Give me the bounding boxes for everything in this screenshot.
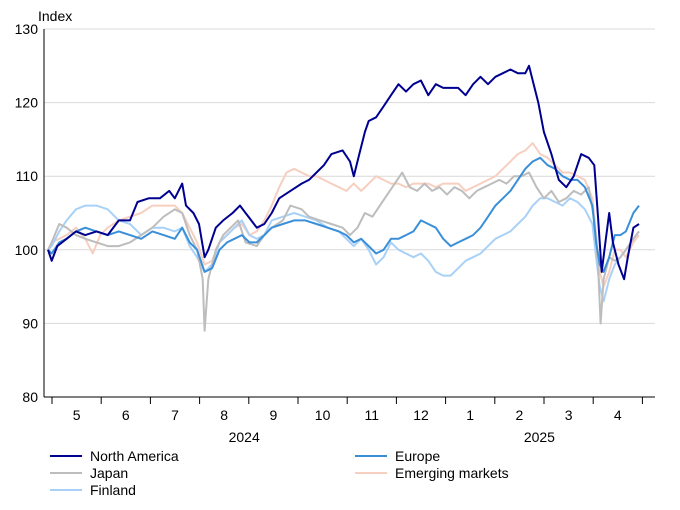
legend-swatch	[355, 472, 387, 474]
x-tick-label: 6	[122, 407, 130, 423]
x-tick-label: 2	[516, 407, 524, 423]
y-tick-label: 130	[15, 21, 39, 37]
y-axis-title: Index	[38, 8, 72, 24]
year-label: 2025	[524, 429, 555, 445]
x-tick-label: 10	[315, 407, 331, 423]
y-tick-label: 100	[15, 242, 39, 258]
legend-swatch	[50, 472, 82, 474]
legend-swatch	[50, 455, 82, 457]
legend-swatch	[355, 455, 387, 457]
series-line-emerging-markets	[47, 142, 640, 288]
legend-item-north-america: North America	[50, 448, 179, 464]
series-line-europe	[47, 156, 640, 273]
legend-label: Japan	[90, 465, 129, 481]
series-line-finland	[47, 197, 640, 303]
legend-item-europe: Europe	[355, 448, 440, 464]
series-line-north-america	[47, 64, 640, 281]
legend-label: Emerging markets	[395, 465, 509, 481]
legend-label: Europe	[395, 448, 441, 464]
x-tick-label: 7	[171, 407, 179, 423]
y-tick-label: 90	[22, 315, 38, 331]
x-tick-label: 12	[413, 407, 429, 423]
x-tick-label: 5	[73, 407, 81, 423]
axes	[43, 29, 655, 404]
legend-item-japan: Japan	[50, 465, 128, 481]
x-tick-label: 11	[365, 407, 380, 423]
x-tick-label: 1	[466, 407, 474, 423]
x-tick-label: 8	[220, 407, 228, 423]
legend-item-emerging-markets: Emerging markets	[355, 465, 509, 481]
x-tick-label: 9	[270, 407, 278, 423]
y-tick-label: 120	[15, 95, 39, 111]
series-lines	[47, 64, 640, 332]
series-line-japan	[47, 171, 640, 332]
legend-item-finland: Finland	[50, 482, 136, 498]
legend-swatch	[50, 489, 82, 491]
y-tick-label: 110	[16, 168, 39, 184]
year-label: 2024	[229, 429, 260, 445]
legend-label: North America	[90, 448, 179, 464]
y-tick-label: 80	[22, 389, 38, 405]
legend-label: Finland	[90, 482, 136, 498]
gridlines	[44, 28, 655, 324]
x-tick-label: 3	[565, 407, 573, 423]
x-tick-label: 4	[614, 407, 622, 423]
